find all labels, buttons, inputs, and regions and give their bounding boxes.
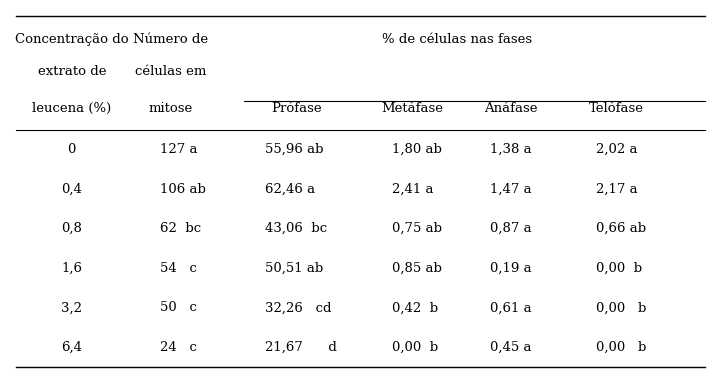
Text: 0,00  b: 0,00 b xyxy=(391,341,438,354)
Text: Prófase: Prófase xyxy=(272,102,322,116)
Text: Metáfase: Metáfase xyxy=(381,102,443,116)
Text: Concentração do: Concentração do xyxy=(15,33,128,46)
Text: leucena (%): leucena (%) xyxy=(32,102,111,116)
Text: 1,6: 1,6 xyxy=(61,262,82,275)
Text: 0,87 a: 0,87 a xyxy=(490,222,532,235)
Text: 0,42  b: 0,42 b xyxy=(391,301,438,314)
Text: 2,41 a: 2,41 a xyxy=(391,182,434,196)
Text: 0,19 a: 0,19 a xyxy=(490,262,532,275)
Text: células em: células em xyxy=(135,65,206,78)
Text: 32,26   cd: 32,26 cd xyxy=(265,301,332,314)
Text: mitose: mitose xyxy=(148,102,193,116)
Text: 0,8: 0,8 xyxy=(61,222,82,235)
Text: 6,4: 6,4 xyxy=(61,341,82,354)
Text: 62,46 a: 62,46 a xyxy=(265,182,315,196)
Text: Anáfase: Anáfase xyxy=(484,102,538,116)
Text: 24   c: 24 c xyxy=(160,341,197,354)
Text: 54   c: 54 c xyxy=(160,262,197,275)
Text: 1,47 a: 1,47 a xyxy=(490,182,532,196)
Text: 62  bc: 62 bc xyxy=(160,222,201,235)
Text: 0,85 ab: 0,85 ab xyxy=(391,262,441,275)
Text: extrato de: extrato de xyxy=(38,65,106,78)
Text: 50   c: 50 c xyxy=(160,301,197,314)
Text: 127 a: 127 a xyxy=(160,143,198,156)
Text: 21,67      d: 21,67 d xyxy=(265,341,337,354)
Text: 55,96 ab: 55,96 ab xyxy=(265,143,324,156)
Text: 1,80 ab: 1,80 ab xyxy=(391,143,441,156)
Text: 43,06  bc: 43,06 bc xyxy=(265,222,327,235)
Text: 1,38 a: 1,38 a xyxy=(490,143,532,156)
Text: Telófase: Telófase xyxy=(589,102,644,116)
Text: 0,45 a: 0,45 a xyxy=(490,341,532,354)
Text: % de células nas fases: % de células nas fases xyxy=(381,33,532,46)
Text: 0,00   b: 0,00 b xyxy=(595,341,646,354)
Text: 0,61 a: 0,61 a xyxy=(490,301,532,314)
Text: 0,00  b: 0,00 b xyxy=(595,262,642,275)
Text: 2,17 a: 2,17 a xyxy=(595,182,637,196)
Text: 3,2: 3,2 xyxy=(61,301,82,314)
Text: 2,02 a: 2,02 a xyxy=(595,143,637,156)
Text: 0,75 ab: 0,75 ab xyxy=(391,222,441,235)
Text: Número de: Número de xyxy=(133,33,207,46)
Text: 0: 0 xyxy=(68,143,76,156)
Text: 0,4: 0,4 xyxy=(61,182,82,196)
Text: 0,66 ab: 0,66 ab xyxy=(595,222,646,235)
Text: 50,51 ab: 50,51 ab xyxy=(265,262,324,275)
Text: 0,00   b: 0,00 b xyxy=(595,301,646,314)
Text: 106 ab: 106 ab xyxy=(160,182,205,196)
